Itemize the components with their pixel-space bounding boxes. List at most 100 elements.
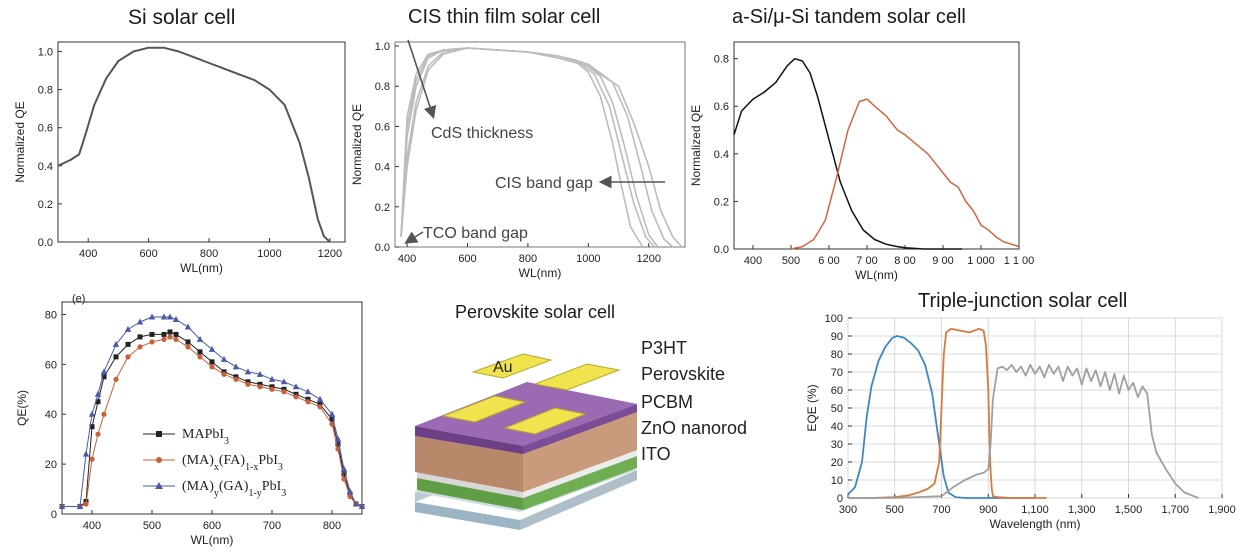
y-tick-label: 0.0 — [714, 244, 729, 256]
x-tick-label: 1,500 — [1115, 504, 1143, 516]
data-point — [304, 388, 312, 395]
legend-label: (MA)x(FA)1-xPbI3 — [182, 453, 283, 473]
data-point — [352, 500, 360, 507]
y-tick-label: 50 — [831, 403, 843, 415]
au-electrode — [503, 407, 587, 435]
data-point — [293, 394, 299, 400]
series-line-0 — [733, 57, 962, 250]
legend-label: (MA)y(GA)1-yPbI3 — [182, 479, 286, 499]
layer-label-p3ht: P3HT — [641, 338, 687, 358]
data-point — [167, 334, 173, 340]
y-tick-label: 20 — [45, 459, 57, 471]
perovskite-title: Perovskite solar cell — [455, 302, 616, 322]
legend-marker — [155, 482, 163, 489]
cis-band-gap-label: CIS band gap — [495, 175, 593, 192]
data-point — [346, 488, 354, 495]
y-tick-label: 0.8 — [714, 54, 729, 66]
x-axis-label: WL(nm) — [855, 268, 898, 282]
data-point — [89, 456, 95, 462]
y-tick-label: 10 — [831, 475, 843, 487]
p3ht-layer-front — [415, 426, 523, 454]
data-point — [329, 416, 335, 422]
data-point — [209, 364, 215, 370]
data-point — [113, 354, 119, 360]
x-tick-label: 800 — [323, 520, 341, 532]
data-point — [341, 476, 347, 482]
series-line-1 — [848, 327, 1047, 499]
au-label: Au — [493, 359, 513, 376]
cds-thickness-label: CdS thickness — [431, 125, 533, 142]
y-tick-label: 0.6 — [375, 121, 390, 133]
plot-frame — [733, 41, 1020, 250]
data-point — [335, 441, 341, 447]
x-axis-label: WL(nm) — [519, 266, 562, 280]
ito-layer-front — [415, 502, 520, 530]
x-tick-label: 6 00 — [818, 255, 839, 267]
series-line-1 — [790, 98, 1020, 250]
p3ht-layer-face — [415, 382, 637, 446]
data-point — [292, 383, 300, 390]
x-tick-label: 1,900 — [1208, 504, 1236, 516]
y-tick-label: 60 — [45, 359, 57, 371]
x-tick-label: 1200 — [318, 248, 342, 260]
y-tick-label: 0.2 — [714, 196, 729, 208]
panel-label: (e) — [72, 293, 85, 305]
data-point — [149, 339, 155, 345]
x-tick-label: 400 — [398, 253, 416, 265]
pcbm-layer-side — [523, 450, 637, 498]
pcbm-layer-front — [417, 472, 523, 498]
data-point — [100, 368, 108, 375]
x-tick-label: 1,100 — [1021, 504, 1049, 516]
data-point — [95, 399, 101, 405]
x-tick-label: 500 — [782, 255, 800, 267]
series-line-0 — [847, 335, 1035, 499]
data-point — [101, 374, 107, 380]
zno-layer-front — [417, 478, 523, 510]
perovskite-qe-chart: 400 500 600 700 800 0 20 40 60 80 WL(nm) QE(%) (e) MA… — [15, 293, 366, 547]
x-tick-label: 1 1 00 — [1004, 255, 1035, 267]
tco-band-gap-label: TCO band gap — [423, 225, 528, 242]
x-axis-label: Wavelength (nm) — [990, 517, 1081, 531]
si-title: Si solar cell — [128, 6, 236, 29]
x-tick-label: 700 — [932, 504, 950, 516]
cds-arrow — [407, 39, 437, 120]
data-point — [185, 344, 191, 350]
data-point — [149, 331, 155, 337]
data-point — [82, 450, 90, 457]
legend-label: MAPbI3 — [182, 427, 229, 447]
y-tick-label: 0.0 — [38, 237, 53, 249]
data-point — [328, 410, 336, 417]
y-tick-label: 80 — [45, 309, 57, 321]
data-point — [94, 390, 102, 397]
y-axis-label: QE(%) — [15, 390, 29, 426]
plot-frame — [394, 41, 686, 248]
tandem-title: a-Si/μ-Si tandem solar cell — [732, 6, 966, 28]
y-axis-label: Normalized QE — [13, 101, 27, 182]
series-line-3 — [400, 47, 683, 248]
data-point — [172, 315, 180, 322]
data-point — [334, 435, 342, 442]
data-point — [173, 336, 179, 343]
data-point — [184, 323, 192, 330]
x-tick-label: 400 — [79, 248, 97, 260]
data-point — [137, 334, 143, 340]
x-axis-label: WL(nm) — [180, 261, 223, 275]
x-tick-label: 9 00 — [932, 255, 953, 267]
legend-marker — [156, 457, 162, 463]
y-axis-label: Normalized QE — [689, 105, 703, 186]
cis-annotations: CdS thickness CIS band gap TCO band gap — [404, 39, 665, 244]
x-tick-label: 400 — [744, 255, 762, 267]
layer-label-perovskite: Perovskite — [641, 364, 725, 384]
x-tick-label: 500 — [143, 520, 161, 532]
x-tick-label: 800 — [200, 248, 218, 260]
x-tick-label: 800 — [519, 253, 537, 265]
x-tick-label: 1,300 — [1068, 504, 1096, 516]
x-tick-label: 1200 — [637, 253, 661, 265]
data-point — [89, 424, 95, 430]
series-line-0 — [57, 46, 331, 243]
data-point — [232, 363, 240, 370]
cis-qe-chart: 400 600 800 1000 1200 0.0 0.2 0.4 0.6 0.8 1.0 WL(nm… — [350, 41, 686, 280]
data-point — [340, 465, 348, 472]
y-tick-label: 0.4 — [375, 162, 390, 174]
data-point — [233, 376, 239, 382]
